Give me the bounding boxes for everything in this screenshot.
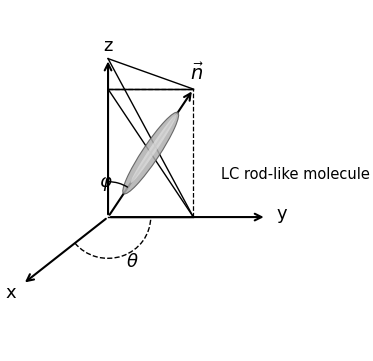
Ellipse shape [131,114,177,183]
Text: z: z [103,38,113,56]
Text: y: y [276,205,287,223]
Text: $\vec{n}$: $\vec{n}$ [189,63,203,84]
Text: x: x [5,284,16,302]
Text: φ: φ [99,173,111,191]
Text: LC rod-like molecule: LC rod-like molecule [221,167,370,182]
Ellipse shape [123,112,179,194]
Text: θ: θ [126,253,138,271]
